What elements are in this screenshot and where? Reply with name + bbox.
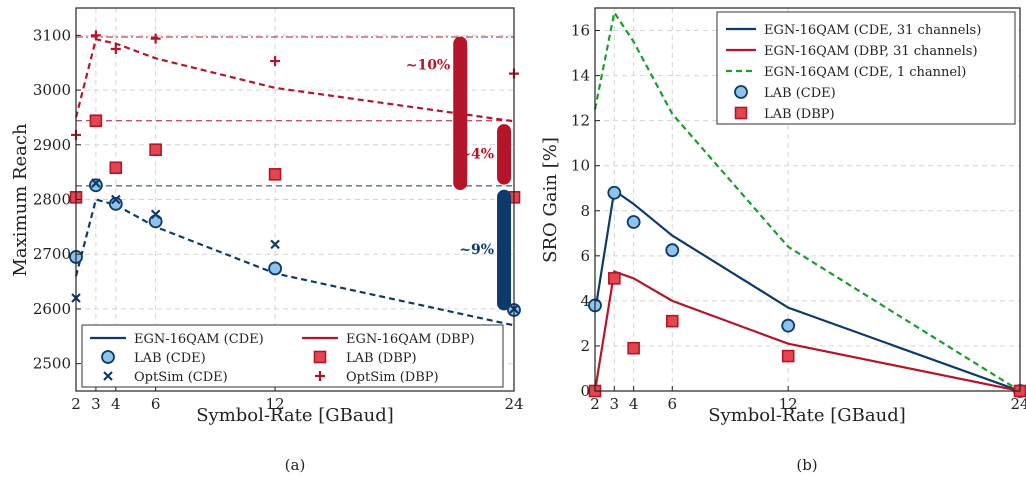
- series-line-egn-16qam-dbp: [74, 37, 515, 123]
- legend-label: EGN-16QAM (CDE, 1 channel): [764, 65, 966, 80]
- panel-a-legend: EGN-16QAM (CDE) EGN-16QAM (DBP) LAB (CDE) L…: [81, 324, 504, 388]
- series-line-egn-16qam-cde-1-channel: [593, 9, 1021, 392]
- x-tick-label: 12: [779, 395, 798, 413]
- point-lab-dbp: [268, 168, 282, 181]
- panel-b-plot-frame: [594, 7, 1021, 392]
- y-tick-label: 4: [580, 292, 590, 310]
- legend-label: EGN-16QAM (CDE): [134, 332, 264, 347]
- legend-label: EGN-16QAM (DBP, 31 channels): [764, 44, 978, 59]
- legend-label: OptSim (DBP): [346, 370, 439, 385]
- panel-b-caption: (b): [796, 456, 817, 474]
- legend-box: [716, 11, 1016, 125]
- point-optsim-cde: [150, 209, 161, 220]
- x-tick-label: 24: [1010, 395, 1026, 413]
- point-lab-cde: [781, 318, 796, 333]
- legend-label: OptSim (CDE): [134, 370, 228, 385]
- x-tick-label: 2: [71, 395, 81, 413]
- point-lab-dbp: [608, 272, 621, 285]
- point-optsim-dbp: [110, 44, 121, 55]
- x-tick-label: 3: [91, 395, 101, 413]
- y-tick-label: 3100: [33, 26, 71, 44]
- point-lab-cde: [89, 178, 103, 193]
- x-tick-label: 12: [266, 395, 285, 413]
- point-lab-cde: [268, 261, 282, 276]
- point-lab-cde: [626, 215, 641, 229]
- y-tick-label: 6: [580, 247, 590, 265]
- y-tick-label: 3000: [33, 81, 71, 99]
- point-lab-dbp: [149, 143, 162, 157]
- y-tick-label: 10: [571, 157, 590, 175]
- legend-swatch: [313, 350, 327, 364]
- y-tick-label: 2500: [33, 355, 71, 373]
- panel-b-xlabel: Symbol-Rate [GBaud]: [708, 405, 906, 426]
- series-line-egn-16qam-cde: [74, 198, 515, 327]
- point-optsim-dbp: [90, 30, 101, 41]
- panel-a-xlabel: Symbol-Rate [GBaud]: [196, 405, 394, 426]
- legend-swatch: [101, 350, 115, 364]
- gain-bar-label: ~10%: [406, 58, 451, 74]
- x-tick-label: 2: [590, 395, 600, 413]
- point-optsim-dbp: [270, 56, 281, 67]
- panel-b-legend: EGN-16QAM (CDE, 31 channels) EGN-16QAM (D…: [716, 11, 1016, 125]
- gain-bar-label: ~4%: [459, 146, 494, 162]
- y-tick-label: 2800: [33, 191, 71, 209]
- y-tick-label: 2900: [33, 136, 71, 154]
- point-lab-cde: [665, 243, 680, 258]
- y-tick-label: 16: [571, 22, 590, 40]
- legend-label: EGN-16QAM (DBP): [346, 332, 475, 347]
- x-tick-label: 4: [111, 395, 121, 413]
- panel-a-ylabel: Maximum Reach: [10, 123, 31, 277]
- legend-swatch: [734, 106, 748, 120]
- x-tick-label: 4: [629, 395, 639, 413]
- point-lab-dbp: [627, 341, 640, 355]
- point-optsim-dbp: [150, 33, 161, 44]
- legend-label: LAB (CDE): [134, 351, 206, 366]
- x-tick-label: 6: [667, 395, 677, 413]
- legend-label: LAB (DBP): [764, 107, 835, 122]
- legend-label: LAB (DBP): [346, 351, 417, 366]
- x-tick-label: 24: [504, 395, 523, 413]
- y-tick-label: 12: [571, 112, 590, 130]
- point-optsim-cde: [270, 239, 280, 250]
- point-lab-dbp: [109, 161, 123, 175]
- y-tick-label: 2600: [33, 300, 71, 318]
- point-optsim-cde: [91, 178, 101, 188]
- gain-bar-label: ~9%: [459, 242, 494, 258]
- panel-a-chart: ~10% ~4% ~9% 2 3 4 6 12 24 2500 2600 2700 2800 2900 3…: [10, 7, 524, 474]
- point-lab-dbp: [781, 349, 795, 363]
- point-lab-dbp: [665, 314, 679, 328]
- x-tick-label: 3: [610, 395, 620, 413]
- y-tick-label: 14: [571, 67, 590, 85]
- series-line-egn-16qam-dbp-31-channels: [593, 270, 1021, 393]
- point-lab-cde: [607, 185, 622, 200]
- y-tick-label: 2: [580, 337, 590, 355]
- y-tick-label: 8: [580, 202, 590, 220]
- point-optsim-cde: [111, 194, 121, 205]
- legend-swatch: [103, 371, 113, 381]
- point-lab-dbp: [89, 114, 103, 128]
- legend-label: LAB (CDE): [764, 86, 836, 101]
- point-lab-cde: [108, 196, 123, 211]
- y-tick-label: 0: [580, 382, 590, 400]
- x-tick-label: 6: [151, 395, 161, 413]
- panel-a-caption: (a): [285, 456, 306, 474]
- panel-b-ylabel: SRO Gain [%]: [540, 137, 561, 263]
- legend-box: [81, 324, 504, 388]
- series-line-egn-16qam-cde-31-channels: [593, 188, 1021, 393]
- legend-swatch: [734, 85, 748, 99]
- legend-swatch: [315, 371, 325, 381]
- legend-label: EGN-16QAM (CDE, 31 channels): [764, 23, 981, 38]
- y-tick-label: 2700: [33, 245, 71, 263]
